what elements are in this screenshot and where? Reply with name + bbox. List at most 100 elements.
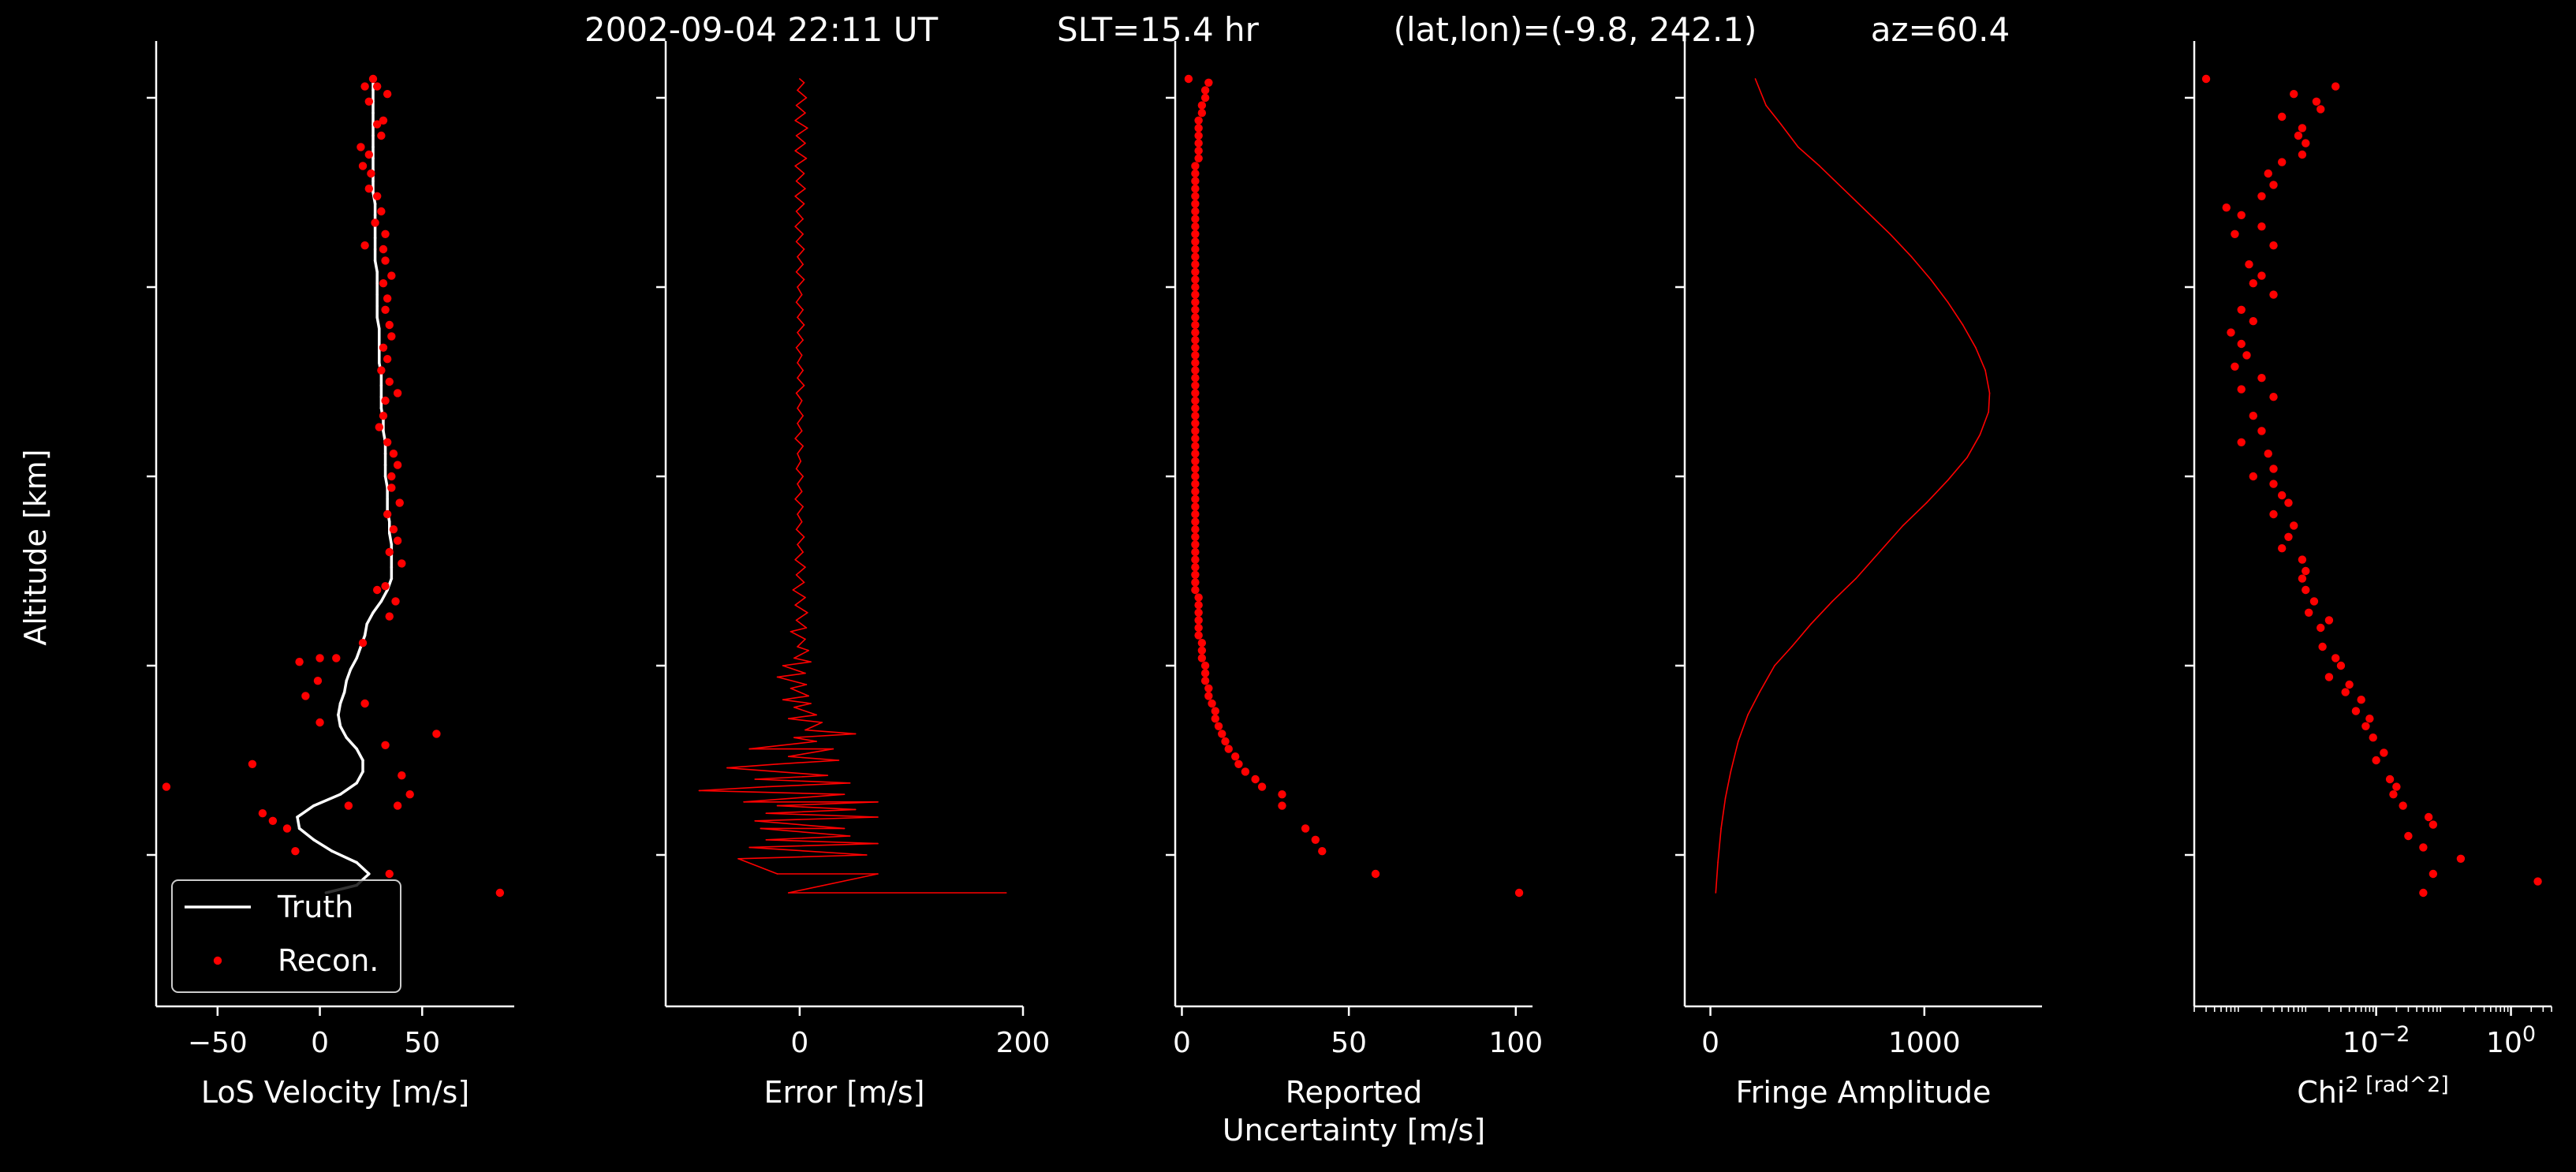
line-segment bbox=[795, 468, 804, 477]
data-point bbox=[1204, 692, 1213, 700]
data-point bbox=[377, 131, 386, 140]
data-point bbox=[1234, 760, 1243, 768]
line-segment bbox=[782, 699, 812, 704]
data-point bbox=[372, 82, 382, 91]
line-segment bbox=[776, 672, 806, 678]
line-segment bbox=[797, 331, 804, 342]
data-point bbox=[364, 150, 374, 159]
title-az: az=60.4 bbox=[1871, 10, 2010, 49]
data-point bbox=[2201, 74, 2211, 84]
data-point bbox=[2249, 412, 2257, 420]
line-segment bbox=[338, 690, 346, 705]
line-segment bbox=[1720, 797, 1727, 830]
data-point bbox=[1191, 290, 1200, 299]
x-tick-label: 50 bbox=[404, 1027, 440, 1059]
line-segment bbox=[797, 248, 805, 258]
line-segment bbox=[797, 513, 803, 523]
data-point bbox=[1224, 745, 1233, 753]
data-point bbox=[377, 366, 386, 375]
data-point bbox=[2304, 608, 2313, 617]
line-segment bbox=[795, 392, 803, 401]
line-segment bbox=[790, 630, 806, 640]
line-segment bbox=[787, 714, 817, 720]
data-point bbox=[385, 869, 394, 879]
data-point bbox=[2290, 90, 2298, 99]
data-point bbox=[1194, 616, 1203, 625]
chi2-series-0 bbox=[2201, 74, 2542, 898]
line-segment bbox=[765, 782, 851, 788]
data-point bbox=[315, 654, 324, 663]
line-segment bbox=[387, 532, 394, 547]
x-tick-label: 50 bbox=[1331, 1027, 1367, 1059]
data-point bbox=[1191, 547, 1200, 557]
data-point bbox=[387, 332, 396, 341]
line-segment bbox=[797, 536, 805, 546]
line-segment bbox=[1831, 577, 1857, 603]
line-segment bbox=[797, 400, 803, 409]
line-segment bbox=[379, 588, 389, 603]
title-latlon: (lat,lon)=(-9.8, 242.1) bbox=[1394, 10, 1757, 49]
line-segment bbox=[749, 842, 879, 849]
data-point bbox=[2317, 105, 2325, 114]
line-segment bbox=[698, 786, 767, 792]
line-segment bbox=[1925, 479, 1949, 504]
data-point bbox=[395, 498, 404, 507]
data-point bbox=[2242, 351, 2251, 360]
line-segment bbox=[790, 687, 809, 697]
data-point bbox=[2456, 854, 2466, 864]
data-point bbox=[291, 847, 300, 856]
line-segment bbox=[787, 873, 879, 894]
line-segment bbox=[338, 782, 358, 796]
data-point bbox=[1197, 109, 1207, 118]
line-segment bbox=[726, 763, 778, 769]
data-point bbox=[360, 241, 369, 250]
data-point bbox=[1191, 162, 1200, 170]
data-point bbox=[1191, 305, 1200, 314]
data-point bbox=[385, 547, 394, 557]
line-segment bbox=[797, 483, 803, 493]
line-segment bbox=[1865, 211, 1891, 235]
data-point bbox=[2312, 97, 2321, 106]
data-point bbox=[371, 218, 379, 227]
line-segment bbox=[383, 475, 389, 490]
x-tick-label: 0 bbox=[311, 1027, 329, 1059]
data-point bbox=[357, 143, 365, 151]
line-segment bbox=[749, 846, 868, 856]
data-point bbox=[1208, 699, 1216, 708]
line-segment bbox=[794, 498, 804, 508]
data-point bbox=[1191, 267, 1200, 276]
data-point bbox=[2318, 642, 2327, 651]
line-segment bbox=[1984, 369, 1991, 394]
line-segment bbox=[797, 286, 803, 296]
data-point bbox=[385, 377, 394, 386]
los-velocity-axes: −50 0 50 LoS Velocity [m/s] Altitude [km] bbox=[18, 41, 514, 1110]
data-point bbox=[2269, 465, 2278, 473]
data-point bbox=[1191, 298, 1200, 307]
data-point bbox=[313, 677, 323, 685]
data-point bbox=[1191, 275, 1200, 284]
line-segment bbox=[797, 638, 806, 648]
x-axis-label: Chi2 [rad^2] bbox=[2297, 1073, 2449, 1110]
data-point bbox=[2249, 279, 2257, 288]
data-point bbox=[2284, 532, 2293, 541]
line-segment bbox=[793, 737, 817, 742]
line-segment bbox=[795, 180, 806, 189]
data-point bbox=[1191, 412, 1200, 420]
data-point bbox=[1191, 419, 1200, 427]
data-point bbox=[2277, 158, 2287, 166]
line-segment bbox=[1842, 188, 1868, 212]
data-point bbox=[381, 741, 390, 749]
data-point bbox=[364, 97, 374, 106]
data-point bbox=[1191, 450, 1200, 458]
line-segment bbox=[296, 816, 301, 830]
line-segment bbox=[797, 422, 803, 432]
data-point bbox=[377, 207, 386, 216]
line-segment bbox=[792, 589, 806, 599]
line-segment bbox=[765, 808, 857, 814]
data-point bbox=[2264, 169, 2272, 178]
fringe-amplitude-series-0 bbox=[1715, 78, 1991, 894]
data-point bbox=[1214, 722, 1223, 730]
data-point bbox=[375, 423, 383, 431]
data-point bbox=[387, 483, 396, 492]
data-point bbox=[2380, 748, 2388, 757]
